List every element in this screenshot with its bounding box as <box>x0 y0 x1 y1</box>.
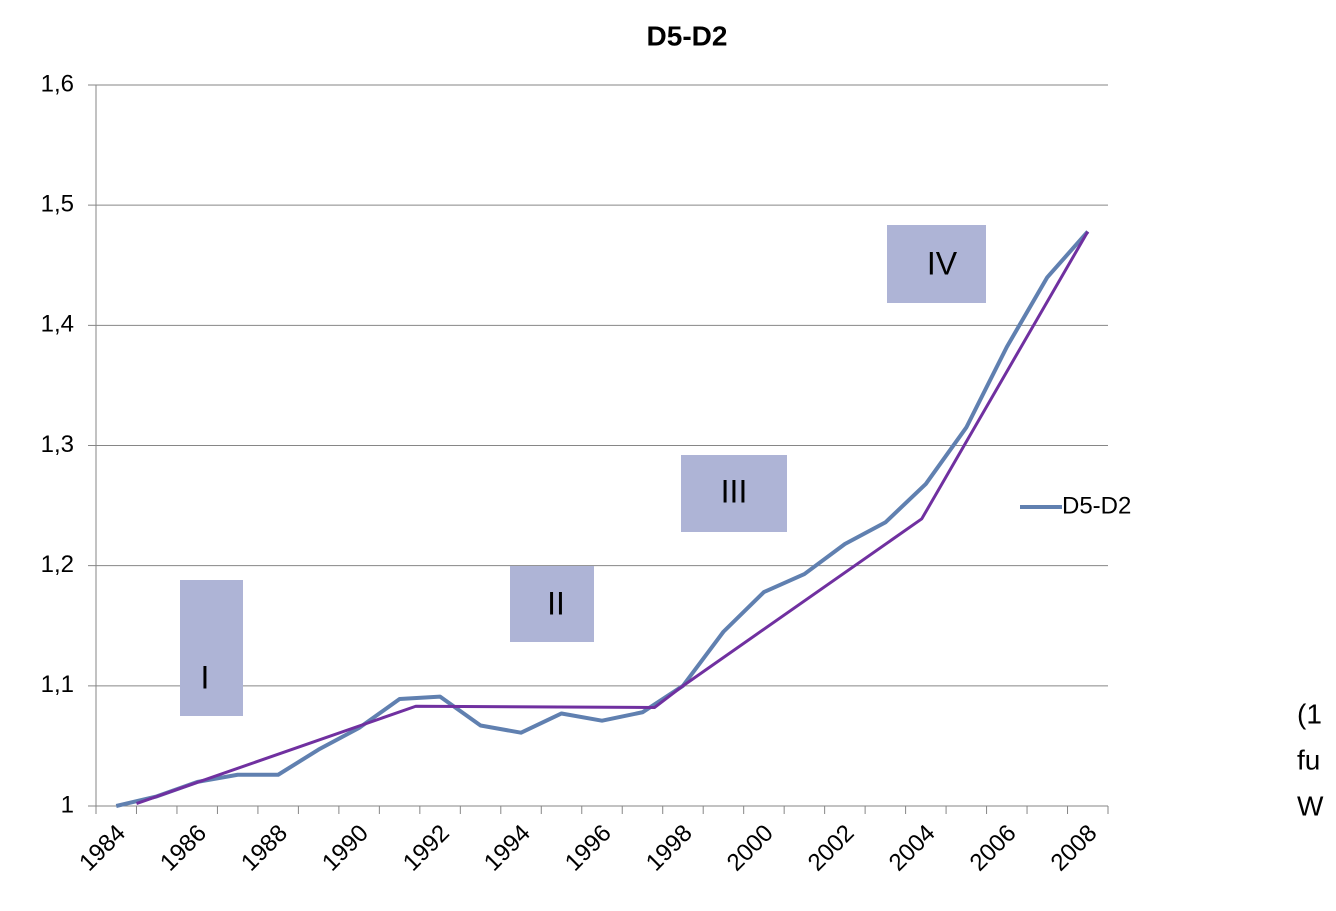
trend-line <box>135 230 1090 806</box>
annotation-box <box>510 566 594 642</box>
x-tick-label: 1994 <box>479 820 536 877</box>
x-tick-label: 1992 <box>398 820 455 877</box>
annotation-box <box>681 455 787 532</box>
y-tick-label: 1,6 <box>41 70 74 97</box>
annotation-label: III <box>721 473 748 509</box>
annotation-label: IV <box>927 245 958 281</box>
y-tick-label: 1 <box>61 791 74 818</box>
clipped-text: (1 <box>1297 698 1322 729</box>
x-tick-label: 2004 <box>884 820 941 877</box>
x-tick-label: 1998 <box>641 820 698 877</box>
x-tick-label: 1986 <box>155 820 212 877</box>
y-tick-label: 1,5 <box>41 191 74 218</box>
x-tick-label: 2002 <box>803 820 860 877</box>
x-tick-label: 1990 <box>317 820 374 877</box>
x-tick-label: 1984 <box>74 820 131 877</box>
y-tick-label: 1,2 <box>41 551 74 578</box>
x-tick-label: 2006 <box>965 820 1022 877</box>
y-tick-label: 1,3 <box>41 431 74 458</box>
y-tick-label: 1,1 <box>41 671 74 698</box>
annotation-label: II <box>547 585 565 621</box>
annotation-box <box>180 580 243 716</box>
x-tick-label: 1988 <box>236 820 293 877</box>
annotation-label: I <box>201 659 210 695</box>
clipped-text: W <box>1297 790 1324 821</box>
x-tick-label: 1996 <box>560 820 617 877</box>
x-tick-label: 2000 <box>722 820 779 877</box>
annotation-box <box>887 225 986 303</box>
legend-label: D5-D2 <box>1062 492 1131 519</box>
chart-title: D5-D2 <box>647 20 728 51</box>
y-tick-label: 1,4 <box>41 311 74 338</box>
data-line <box>115 230 1090 808</box>
x-tick-label: 2008 <box>1046 820 1103 877</box>
clipped-text: fu <box>1297 744 1320 775</box>
